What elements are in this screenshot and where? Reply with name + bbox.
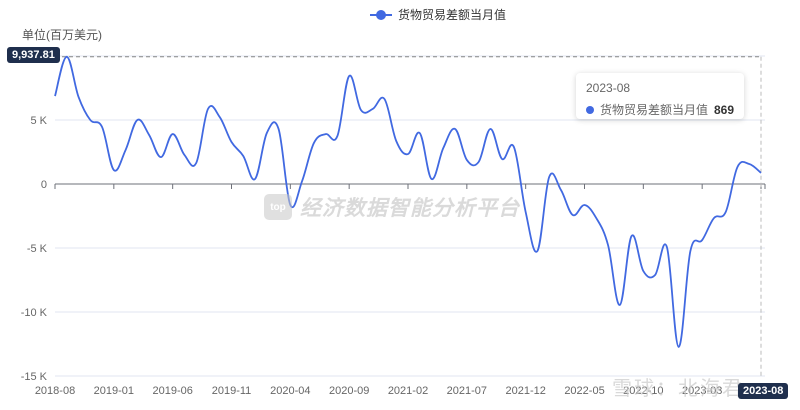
svg-text:2023-03: 2023-03 (682, 385, 722, 397)
watermark: top 经济数据智能分析平台 (264, 192, 520, 222)
svg-text:2019-06: 2019-06 (152, 385, 192, 397)
svg-text:2020-09: 2020-09 (329, 385, 369, 397)
svg-text:-5 K: -5 K (27, 243, 48, 255)
svg-text:2019-01: 2019-01 (94, 385, 134, 397)
svg-text:-10 K: -10 K (21, 307, 48, 319)
svg-text:2018-08: 2018-08 (35, 385, 75, 397)
tooltip-series-name: 货物贸易差额当月值 (600, 103, 709, 117)
watermark-logo-icon: top (264, 194, 292, 220)
watermark-xueqiu: 雪球：北海君 (612, 378, 744, 400)
svg-text:2022-10: 2022-10 (623, 385, 663, 397)
svg-text:2021-12: 2021-12 (505, 385, 545, 397)
y-axis-max-badge: 9,937.81 (7, 47, 60, 63)
legend[interactable]: 货物贸易差额当月值 (370, 6, 506, 23)
y-axis-unit-label: 单位(百万美元) (22, 28, 102, 42)
series-dot-icon (586, 105, 594, 114)
legend-label: 货物贸易差额当月值 (398, 8, 507, 22)
tooltip: 2023-08 货物贸易差额当月值 869 (576, 73, 744, 119)
y-axis: -15 K -10 K -5 K 0 5 K (21, 115, 48, 383)
tooltip-title: 2023-08 (586, 81, 631, 95)
x-axis: 2018-08 2019-01 2019-06 2019-11 2020-04 2020-… (35, 183, 766, 397)
svg-text:2021-07: 2021-07 (447, 385, 487, 397)
svg-text:5 K: 5 K (30, 115, 47, 127)
svg-text:2020-04: 2020-04 (270, 385, 310, 397)
svg-text:0: 0 (41, 179, 47, 191)
watermark-text: 经济数据智能分析平台 (300, 197, 520, 220)
legend-line-dot-icon (370, 9, 392, 20)
grid-lines (55, 55, 765, 377)
svg-text:2019-11: 2019-11 (212, 385, 252, 397)
svg-text:-15 K: -15 K (21, 371, 48, 383)
series-line-trade-balance[interactable] (54, 55, 762, 348)
svg-text:2021-02: 2021-02 (388, 385, 428, 397)
x-axis-cursor-badge: 2023-08 (738, 383, 789, 399)
tooltip-value: 869 (713, 102, 734, 117)
svg-text:2022-05: 2022-05 (564, 385, 604, 397)
